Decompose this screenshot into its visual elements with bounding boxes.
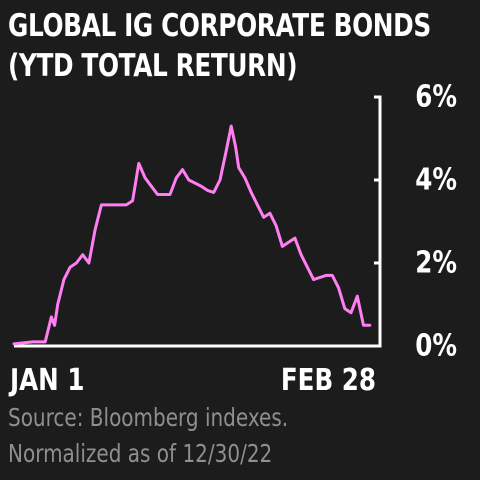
y-tick-label: 0%: [415, 329, 457, 363]
y-tick-label: 6%: [415, 80, 457, 114]
x-axis-labels: JAN 1 FEB 28: [8, 364, 376, 398]
source-line-1: Source: Bloomberg indexes.: [8, 403, 289, 432]
x-tick-label-end: FEB 28: [281, 364, 376, 398]
source-note: Source: Bloomberg indexes. Normalized as…: [8, 400, 288, 472]
y-tick-label: 4%: [415, 163, 457, 197]
chart-title: GLOBAL IG CORPORATE BONDS: [8, 8, 431, 44]
series-line: [12, 124, 372, 346]
y-tick-label: 2%: [415, 246, 457, 280]
chart-title-block: GLOBAL IG CORPORATE BONDS (YTD TOTAL RET…: [8, 6, 431, 86]
series-group: [12, 124, 372, 346]
source-line-2: Normalized as of 12/30/22: [8, 439, 273, 468]
y-axis: 0% 2% 4% 6%: [14, 80, 457, 363]
chart-subtitle: (YTD TOTAL RETURN): [8, 48, 298, 84]
x-tick-label-start: JAN 1: [8, 364, 84, 398]
